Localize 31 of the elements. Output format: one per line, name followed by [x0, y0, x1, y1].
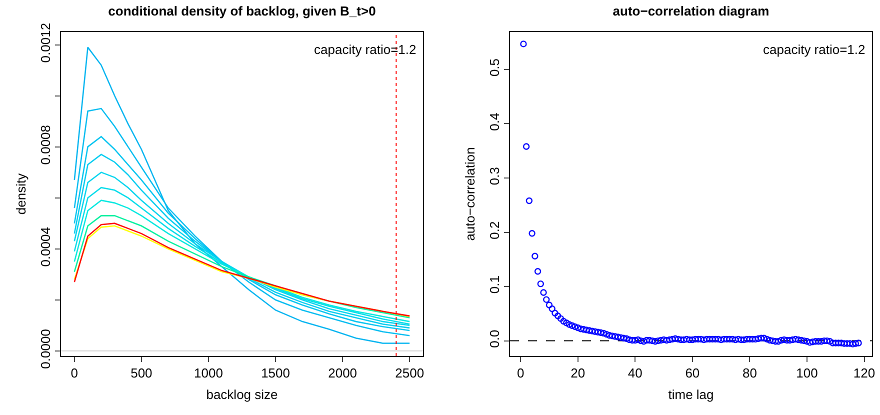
chart-title: auto−correlation diagram	[612, 3, 770, 18]
x-axis-title: backlog size	[206, 387, 278, 402]
y-tick-label: 0.0004	[38, 227, 53, 267]
y-tick-label: 0.2	[486, 221, 502, 240]
x-tick-label: 0	[516, 366, 524, 381]
x-tick-label: 80	[742, 366, 757, 381]
y-tick-label: 0.4	[486, 112, 502, 131]
y-tick-label: 0.3	[486, 167, 502, 186]
x-tick-label: 40	[628, 366, 642, 381]
x-tick-label: 500	[130, 366, 152, 381]
y-tick-label: 0.0008	[38, 124, 53, 165]
x-tick-label: 2000	[328, 366, 358, 381]
y-tick-label: 0.0	[486, 330, 502, 348]
chart-title: conditional density of backlog, given B_t>0	[108, 3, 376, 18]
annotation: capacity ratio=1.2	[763, 42, 866, 57]
y-axis-title: density	[14, 172, 29, 215]
y-tick-label: 0.1	[486, 276, 502, 294]
x-tick-label: 2500	[395, 366, 424, 381]
x-tick-label: 120	[853, 366, 876, 381]
y-tick-label: 0.5	[486, 58, 502, 77]
x-axis-title: time lag	[668, 387, 714, 402]
x-tick-label: 100	[796, 366, 818, 381]
annotation: capacity ratio=1.2	[314, 42, 416, 57]
y-tick-label: 0.0012	[38, 22, 53, 63]
x-tick-label: 0	[70, 366, 78, 381]
y-axis-title: auto−correlation	[462, 147, 478, 241]
x-tick-label: 20	[570, 366, 586, 381]
x-tick-label: 1000	[194, 366, 223, 381]
x-tick-label: 60	[685, 366, 700, 381]
x-tick-label: 1500	[261, 366, 290, 381]
y-tick-label: 0.0000	[38, 329, 53, 369]
